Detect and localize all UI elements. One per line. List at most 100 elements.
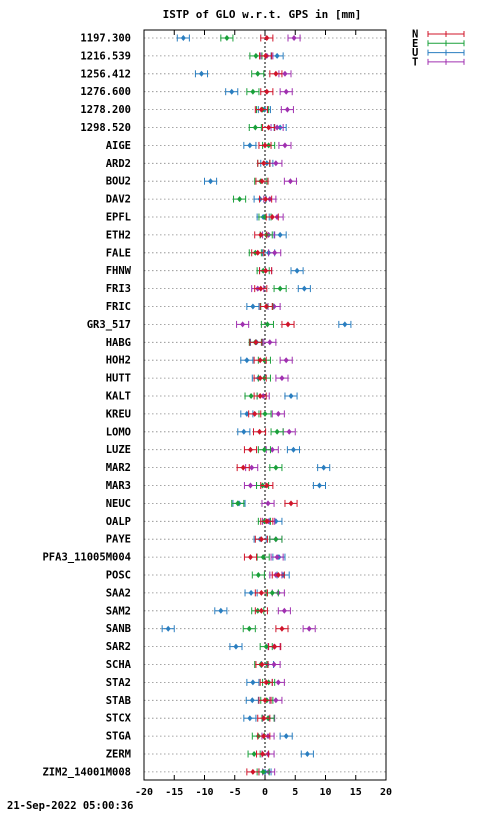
errorbar-N bbox=[258, 696, 272, 704]
errorbar-N bbox=[253, 428, 267, 436]
errorbar-N bbox=[268, 643, 282, 651]
errorbar-N bbox=[260, 482, 274, 489]
point-marker bbox=[273, 536, 279, 543]
point-marker bbox=[235, 500, 241, 507]
errorbar-T bbox=[267, 661, 281, 668]
errorbar-N bbox=[258, 141, 272, 149]
point-marker bbox=[269, 214, 275, 220]
point-marker bbox=[258, 231, 264, 238]
point-marker bbox=[262, 697, 268, 704]
point-marker bbox=[274, 124, 280, 131]
errorbar-N bbox=[243, 446, 258, 454]
errorbar-E bbox=[248, 124, 262, 131]
point-marker bbox=[247, 142, 253, 149]
site-label: LOMO bbox=[106, 426, 131, 438]
errorbar-T bbox=[277, 607, 291, 615]
site-label: EPFL bbox=[106, 212, 131, 224]
point-marker bbox=[255, 70, 261, 77]
point-marker bbox=[288, 500, 294, 507]
site-label: PAYE bbox=[106, 534, 131, 546]
errorbar-N bbox=[254, 607, 268, 615]
errorbar-U bbox=[270, 52, 284, 60]
errorbar-N bbox=[248, 410, 262, 418]
errorbar-E bbox=[242, 625, 256, 633]
errorbar-N bbox=[243, 553, 258, 561]
point-marker bbox=[277, 285, 283, 292]
errorbar-N bbox=[253, 356, 267, 364]
point-marker bbox=[279, 625, 285, 632]
errorbar-N bbox=[246, 768, 260, 776]
site-label: POSC bbox=[106, 570, 131, 582]
point-marker bbox=[285, 321, 291, 328]
point-marker bbox=[283, 357, 289, 364]
errorbar-E bbox=[246, 88, 260, 96]
errorbar-U bbox=[284, 392, 298, 400]
x-tick-label: -20 bbox=[135, 787, 153, 798]
point-marker bbox=[306, 625, 312, 632]
errorbar-U bbox=[214, 607, 228, 615]
errorbar-N bbox=[265, 213, 279, 221]
site-label: 1216.539 bbox=[80, 50, 131, 62]
errorbar-U bbox=[312, 482, 326, 489]
site-label: LUZE bbox=[106, 444, 131, 456]
errorbar-T bbox=[269, 159, 283, 167]
point-marker bbox=[287, 178, 293, 185]
site-label: ARD2 bbox=[106, 158, 131, 170]
errorbar-U bbox=[243, 714, 257, 722]
errorbar-N bbox=[260, 34, 274, 42]
legend-label-U: U bbox=[412, 47, 418, 59]
errorbar-E bbox=[251, 70, 265, 78]
errorbar-E bbox=[269, 464, 283, 472]
point-marker bbox=[180, 35, 186, 41]
errorbar-U bbox=[246, 678, 260, 686]
point-marker bbox=[263, 52, 269, 59]
point-marker bbox=[274, 52, 280, 59]
errorbar-U bbox=[225, 88, 239, 96]
errorbar-N bbox=[236, 464, 250, 472]
site-label: SAA2 bbox=[106, 587, 131, 599]
point-marker bbox=[272, 643, 278, 650]
point-marker bbox=[262, 142, 268, 149]
plot-timestamp: 21-Sep-2022 05:00:36 bbox=[7, 800, 134, 812]
point-marker bbox=[273, 697, 279, 704]
point-marker bbox=[264, 518, 270, 525]
errorbar-T bbox=[268, 249, 282, 257]
site-label: DAV2 bbox=[106, 194, 131, 206]
point-marker bbox=[250, 303, 256, 310]
x-tick-label: -5 bbox=[229, 787, 241, 798]
site-label: STA2 bbox=[106, 677, 131, 689]
point-marker bbox=[260, 768, 266, 775]
point-marker bbox=[267, 339, 273, 346]
site-label: STGA bbox=[106, 731, 132, 743]
chart-title: ISTP of GLO w.r.t. GPS in [mm] bbox=[163, 8, 362, 21]
errorbar-N bbox=[257, 159, 271, 167]
errorbar-T bbox=[279, 356, 293, 364]
site-labels: 1197.300 1216.539 1256.412 1276.600 1278.200… bbox=[42, 33, 131, 779]
errorbar-T bbox=[265, 446, 279, 454]
errorbar-U bbox=[279, 732, 293, 740]
point-marker bbox=[258, 106, 264, 113]
point-marker bbox=[294, 267, 300, 274]
point-marker bbox=[264, 482, 270, 489]
point-marker bbox=[261, 715, 267, 722]
point-marker bbox=[258, 285, 264, 292]
errorbar-E bbox=[251, 571, 265, 579]
site-label: MAR3 bbox=[106, 480, 131, 492]
point-marker bbox=[275, 410, 281, 417]
point-marker bbox=[253, 339, 259, 346]
site-label: GR3_517 bbox=[87, 319, 131, 331]
point-marker bbox=[253, 52, 259, 59]
errorbar-U bbox=[286, 446, 300, 454]
x-tick-label: 5 bbox=[292, 787, 298, 798]
errorbar-U bbox=[237, 428, 251, 436]
errorbar-N bbox=[259, 267, 273, 275]
point-marker bbox=[251, 751, 257, 757]
errorbar-U bbox=[240, 356, 254, 364]
point-marker bbox=[198, 70, 204, 77]
site-label: KREU bbox=[106, 408, 131, 420]
site-label: FRIC bbox=[106, 301, 131, 313]
errorbar-E bbox=[273, 285, 287, 293]
point-marker bbox=[233, 643, 239, 650]
